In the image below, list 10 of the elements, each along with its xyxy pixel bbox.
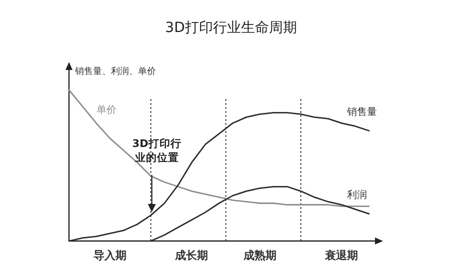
x-tick-label: 成熟期 [242,249,276,262]
chart-title: 3D打印行业生命周期 [165,20,297,36]
annotation: 3D打印行业的位置 [132,137,182,164]
y-axis-title: 销售量、利润、单价 [74,66,156,77]
x-tick-label: 导入期 [93,249,126,262]
series-label: 利润 [347,188,367,201]
series-label: 销售量 [346,106,377,118]
series-label: 单价 [96,104,116,116]
x-tick-label: 成长期 [174,249,208,262]
x-tick-label: 衰退期 [324,249,358,262]
